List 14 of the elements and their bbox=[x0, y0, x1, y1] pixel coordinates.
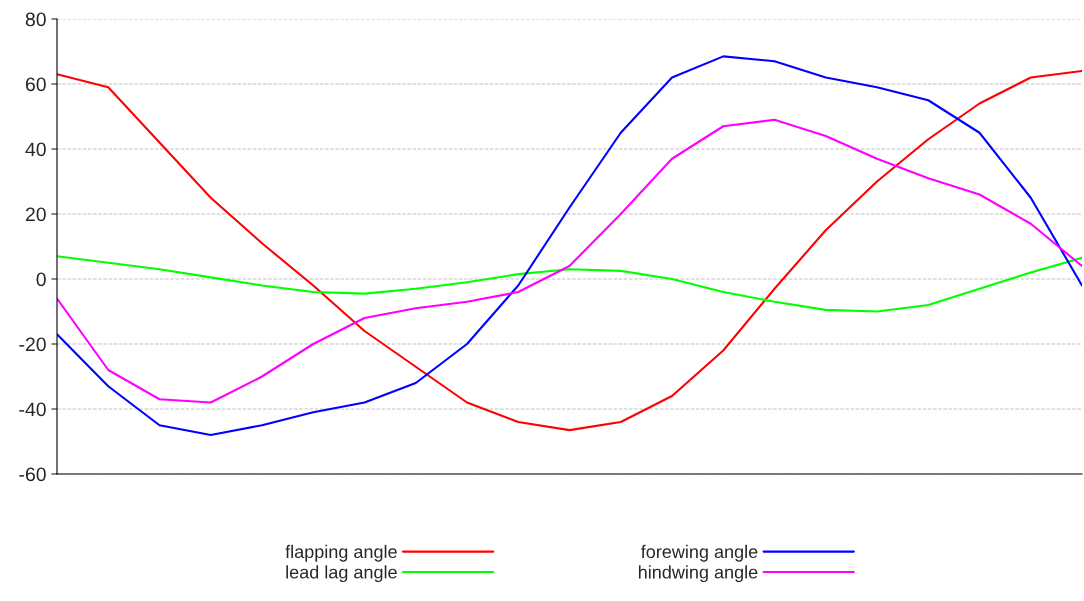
y-tick-label: 80 bbox=[25, 12, 46, 27]
line-series bbox=[57, 118, 1082, 404]
legend-label: forewing angle bbox=[640, 544, 758, 562]
y-tick-label: 0 bbox=[36, 272, 46, 287]
y-tick-label: 20 bbox=[25, 207, 46, 222]
y-tick-label: 40 bbox=[25, 142, 46, 157]
y-tick-label: -40 bbox=[19, 402, 46, 417]
legend-label: lead lag angle bbox=[286, 565, 397, 583]
legend-label: hindwing angle bbox=[638, 565, 758, 583]
y-tick-label: -60 bbox=[19, 467, 46, 482]
legend-label: flapping angle bbox=[285, 544, 397, 562]
line-series bbox=[57, 255, 1082, 313]
y-tick-label: -20 bbox=[19, 337, 46, 352]
y-tick-label: 60 bbox=[25, 77, 46, 92]
